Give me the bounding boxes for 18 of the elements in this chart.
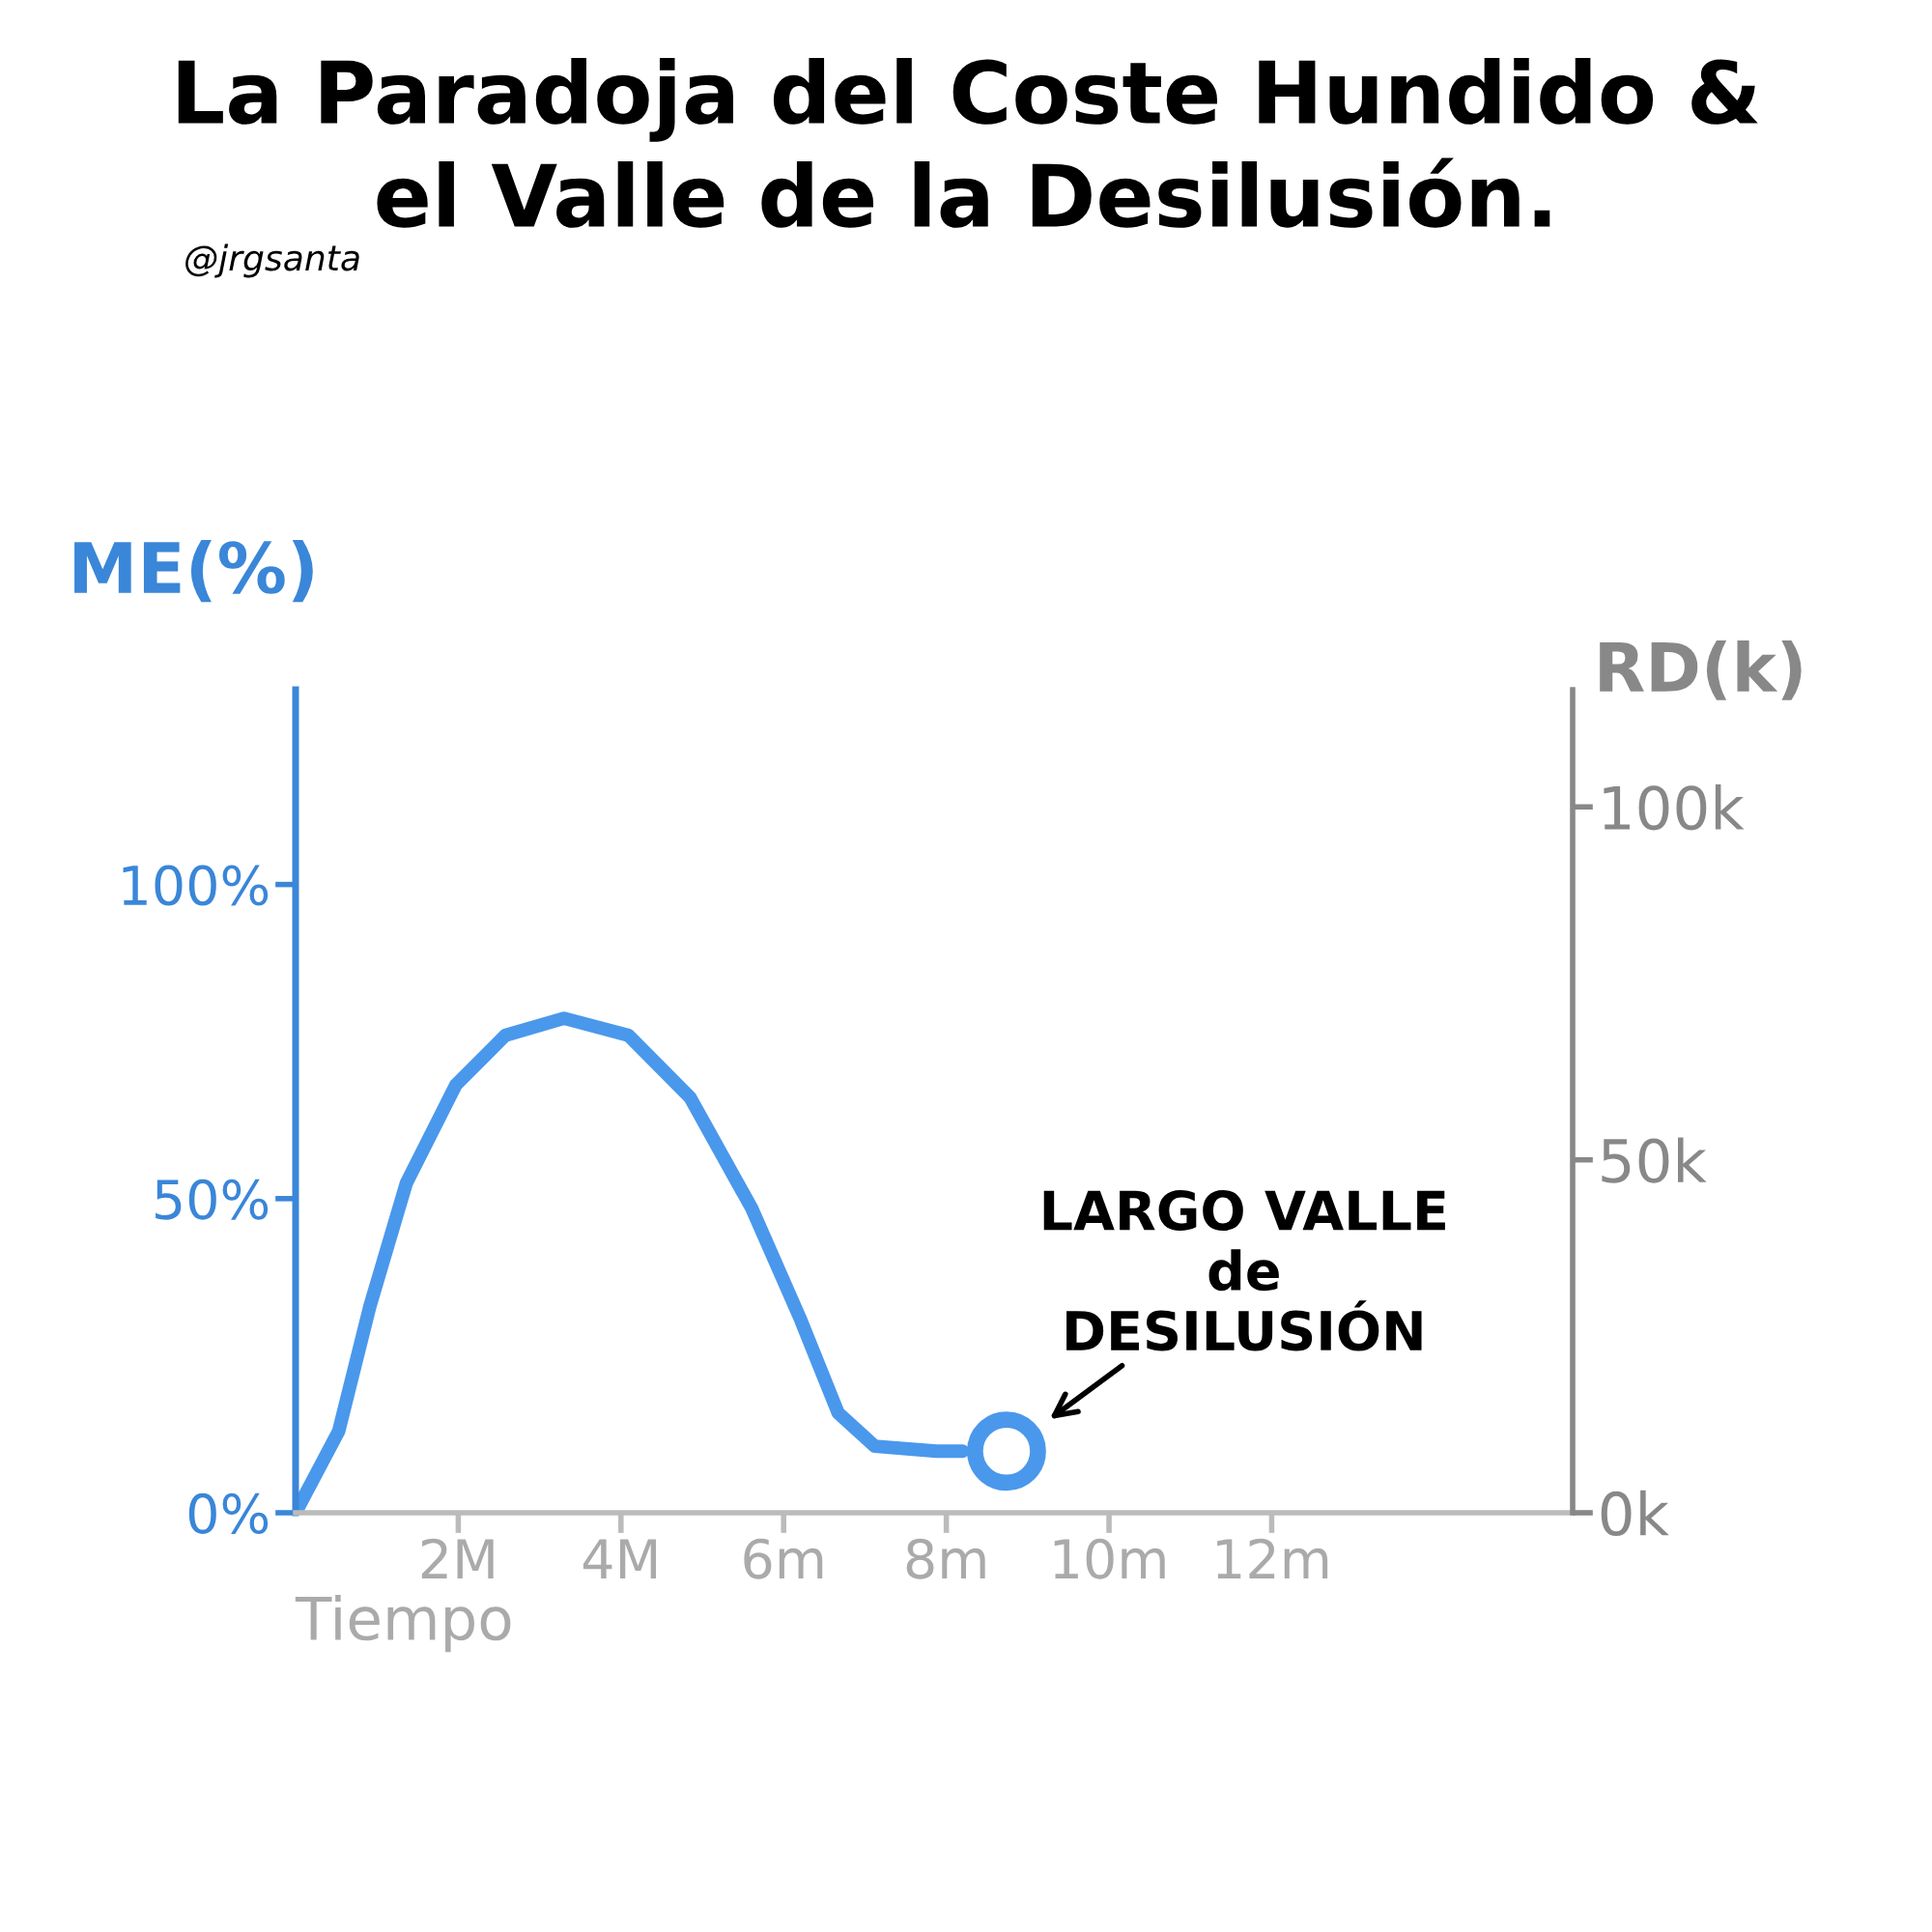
x-tick-label: 6m	[744, 1538, 823, 1579]
y2-tick-label: 0k	[1601, 1490, 1669, 1537]
y-tick-label: 50%	[156, 1179, 269, 1220]
chart-title: La Paradoja del Coste Hundido & el Valle de la Desilusión.	[178, 58, 1758, 228]
text: @jrgsanta	[185, 243, 359, 278]
y2-axis-title: RD(k)	[1600, 639, 1802, 700]
annotation: LARGO VALLE de DESILUSIÓN	[1043, 1190, 1445, 1351]
x-axis-title: Tiempo	[295, 1595, 511, 1653]
y-tick-label: 0%	[188, 1492, 269, 1534]
x-tick-label: 2M	[421, 1538, 494, 1578]
y-axis-title: ME(%)	[74, 539, 313, 603]
y-tick-label: 100%	[123, 865, 269, 906]
x-tick-label: 8m	[906, 1538, 985, 1579]
x-tick-label: 4M	[582, 1539, 657, 1578]
y2-tick-label: 100k	[1604, 784, 1745, 831]
y2-tick-label: 50k	[1602, 1137, 1707, 1183]
x-tick-label: 10m	[1054, 1538, 1165, 1579]
x-tick-label: 12m	[1217, 1538, 1328, 1578]
